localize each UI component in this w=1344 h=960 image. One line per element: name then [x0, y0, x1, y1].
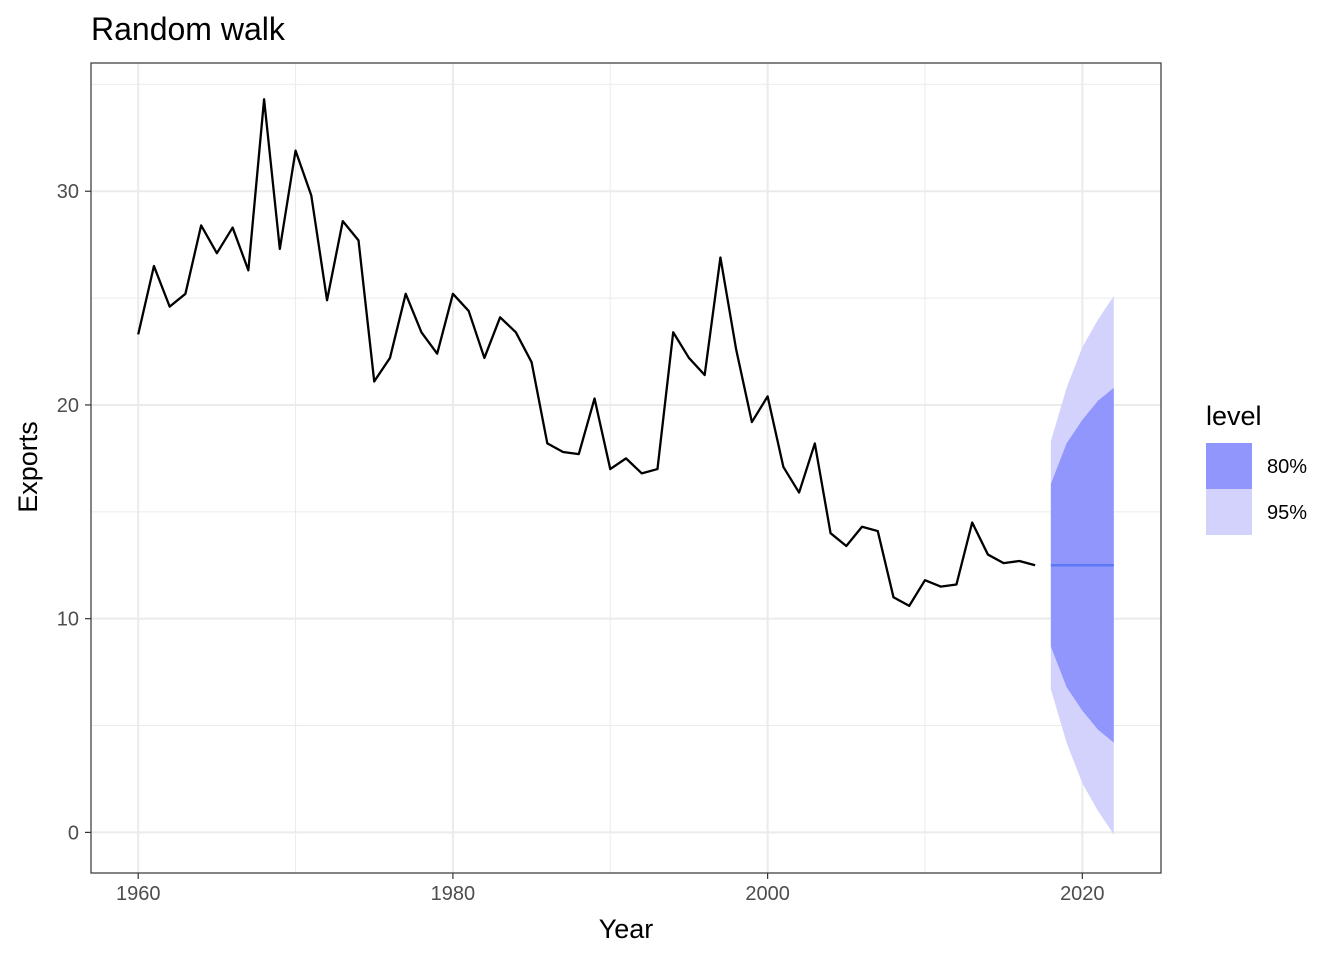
x-tick-label: 2020	[1060, 883, 1105, 905]
legend-label: 95%	[1267, 502, 1307, 524]
y-tick-label: 0	[68, 822, 79, 844]
x-tick-label: 2000	[745, 883, 790, 905]
legend-swatch-80	[1206, 443, 1252, 489]
x-tick-label: 1980	[431, 883, 476, 905]
panel-border	[90, 62, 1162, 874]
y-tick-label: 20	[57, 395, 79, 417]
legend-swatch-95	[1206, 489, 1252, 535]
plot-area: 1960 1980 2000 2020 0 10 20 30	[57, 62, 1162, 905]
x-axis-title: Year	[599, 914, 654, 944]
chart-title: Random walk	[91, 11, 286, 47]
y-axis-title: Exports	[13, 421, 43, 513]
x-tick-label: 1960	[116, 883, 161, 905]
y-tick-label: 10	[57, 609, 79, 631]
legend: level 80% 95%	[1206, 401, 1307, 535]
exports-series-line	[137, 98, 1036, 607]
legend-title: level	[1206, 401, 1262, 431]
legend-label: 80%	[1267, 456, 1307, 478]
y-tick-label: 30	[57, 181, 79, 203]
